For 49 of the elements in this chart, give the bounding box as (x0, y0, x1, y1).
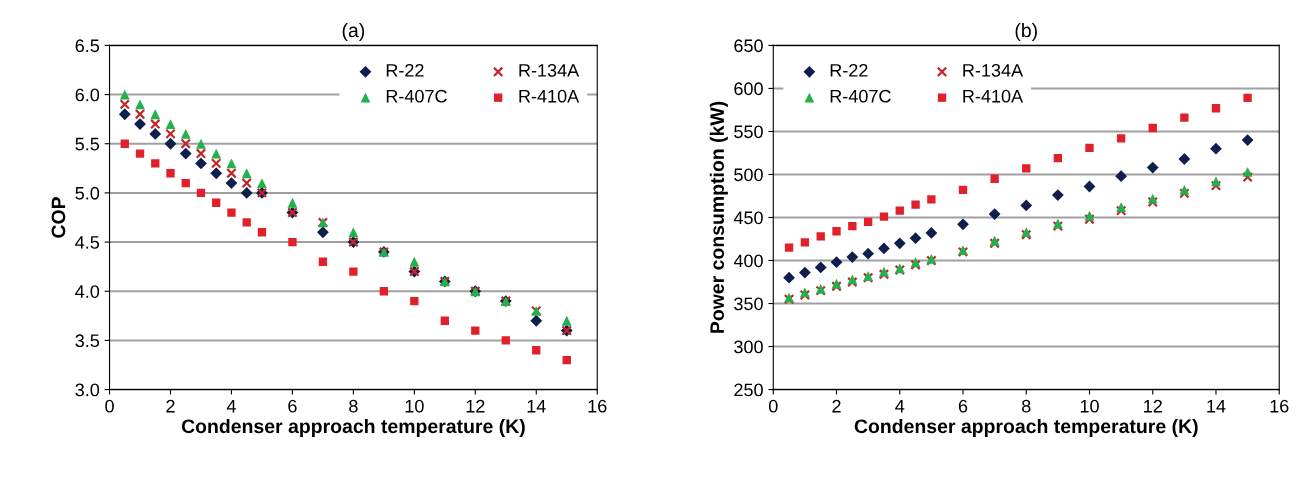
y-tick-label: 250 (734, 383, 763, 397)
x-tick-label: 2 (832, 399, 841, 413)
y-tick-label: 3.5 (75, 334, 100, 348)
x-tick-label: 2 (166, 399, 175, 413)
y-tick-label: 450 (733, 211, 763, 225)
x-tick-label: 0 (768, 399, 778, 413)
y-tick-label: 5.0 (75, 186, 100, 200)
x-tick-label: 8 (1022, 399, 1031, 413)
chart-title: (b) (1015, 22, 1037, 42)
y-tick-label: 550 (734, 125, 763, 139)
x-tick-label: 14 (527, 399, 546, 413)
x-tick-label: 10 (1080, 399, 1099, 413)
y-tick-label: 650 (734, 39, 763, 53)
x-tick-label: 4 (895, 399, 905, 413)
x-tick-label: 6 (288, 399, 297, 413)
y-tick-label: 600 (734, 82, 763, 96)
x-axis-title: Condenser approach temperature (K) (181, 418, 525, 438)
legend-label: R-22 (830, 63, 868, 77)
y-tick-label: 350 (734, 297, 763, 311)
y-tick-label: 3.0 (75, 383, 100, 397)
x-tick-label: 12 (1144, 399, 1162, 413)
y-axis-title: COP (51, 197, 66, 238)
legend-label: R-410A (963, 89, 1024, 103)
x-tick-label: 8 (349, 399, 358, 413)
y-tick-label: 4.0 (75, 285, 100, 298)
y-tick-label: 4.5 (75, 236, 100, 249)
y-axis-title: Power consumption (kW) (709, 101, 728, 333)
y-tick-label: 6.0 (75, 88, 100, 102)
legend-label: R-407C (830, 89, 891, 103)
y-tick-label: 300 (734, 340, 763, 354)
x-tick-label: 6 (958, 399, 968, 413)
y-tick-label: 500 (734, 168, 763, 182)
chart-title: (a) (342, 22, 365, 42)
x-tick-label: 14 (1207, 399, 1226, 413)
x-tick-label: 16 (1270, 399, 1289, 413)
x-tick-label: 4 (226, 399, 236, 413)
legend-label: R-134A (963, 63, 1024, 77)
y-tick-label: 400 (733, 254, 763, 268)
legend-label: R-22 (386, 63, 424, 77)
x-axis-title: Condenser approach temperature (K) (854, 418, 1198, 438)
x-tick-label: 10 (405, 399, 424, 413)
legend-label: R-410A (519, 89, 580, 103)
legend-label: R-134A (519, 63, 580, 77)
x-tick-label: 12 (466, 399, 485, 413)
legend-label: R-407C (386, 89, 447, 103)
x-tick-label: 0 (105, 399, 114, 413)
y-tick-label: 5.5 (75, 137, 100, 151)
y-tick-label: 6.5 (75, 39, 100, 53)
x-tick-label: 16 (588, 399, 607, 413)
